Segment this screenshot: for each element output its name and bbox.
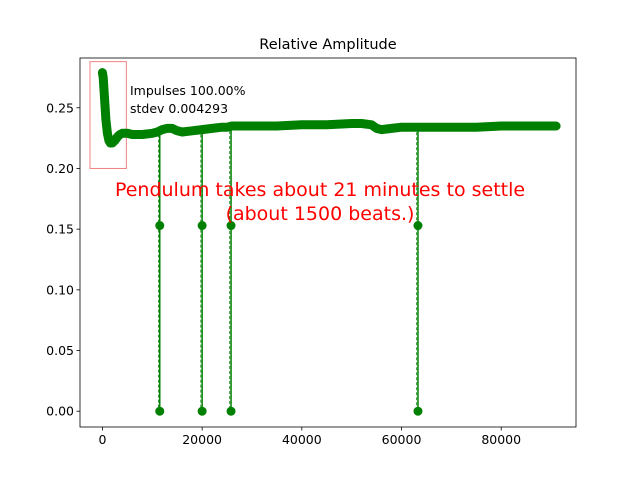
dropout-middle-point	[197, 221, 207, 231]
x-tick-label: 0	[98, 432, 106, 447]
data-point	[552, 122, 560, 130]
data-point	[100, 84, 108, 92]
data-point	[348, 120, 356, 127]
dropout-bottom-point	[413, 406, 423, 416]
dropout-middle-point	[413, 221, 423, 231]
data-point	[218, 123, 226, 131]
plot-area: 0 20000 40000 60000 80000 0.00 0.05 0.10 0.15 0.2…	[46, 57, 577, 447]
dropout-middle-point	[155, 221, 165, 231]
settle-annotation-line-2: (about 1500 beats.)	[226, 203, 415, 225]
dropout-bottom-point	[226, 406, 236, 416]
data-point	[323, 121, 331, 129]
data-point	[368, 121, 376, 129]
data-point	[102, 116, 110, 124]
stats-stdev-label: stdev 0.004293	[130, 101, 228, 116]
chart-title: Relative Amplitude	[259, 37, 396, 53]
data-layer	[89, 61, 561, 416]
data-point	[188, 127, 196, 135]
data-point	[358, 120, 366, 127]
data-point	[522, 122, 530, 130]
y-tick-label: 0.05	[46, 343, 74, 358]
data-point	[398, 123, 405, 131]
dropout-bottom-point	[197, 406, 207, 416]
data-point	[163, 124, 171, 132]
dropout-middle-point	[226, 221, 236, 231]
data-point	[273, 122, 281, 130]
data-point	[378, 126, 386, 134]
plot-frame	[79, 57, 577, 428]
y-tick-label: 0.25	[46, 100, 74, 115]
data-point	[298, 121, 306, 129]
x-tick-label: 80000	[481, 432, 521, 447]
data-point	[228, 122, 236, 130]
data-point	[427, 123, 435, 131]
data-point	[447, 123, 455, 131]
data-point	[178, 128, 186, 136]
data-point	[138, 131, 146, 138]
highlight-box	[89, 61, 127, 169]
data-point	[208, 124, 216, 132]
data-point	[388, 124, 396, 132]
data-point	[99, 73, 107, 81]
data-point	[198, 126, 206, 134]
settle-annotation-line-1: Pendulum takes about 21 minutes to settl…	[115, 179, 525, 201]
y-tick-label: 0.00	[46, 404, 74, 419]
data-point	[472, 123, 480, 131]
x-tick-label: 40000	[282, 432, 322, 447]
data-point	[248, 122, 256, 130]
y-tick-label: 0.10	[46, 282, 74, 297]
y-tick-label: 0.20	[46, 161, 74, 176]
data-point	[118, 129, 126, 137]
data-point	[103, 129, 111, 137]
y-tick-label: 0.15	[46, 222, 74, 237]
data-point	[408, 123, 415, 131]
data-point	[128, 131, 136, 138]
data-point	[497, 122, 505, 130]
x-tick-label: 60000	[382, 432, 422, 447]
data-point	[101, 100, 109, 108]
dropout-bottom-point	[155, 406, 165, 416]
x-tick-label: 20000	[182, 432, 222, 447]
data-point	[537, 122, 545, 130]
data-point	[238, 122, 246, 130]
stats-impulses-label: Impulses 100.00%	[130, 83, 246, 98]
